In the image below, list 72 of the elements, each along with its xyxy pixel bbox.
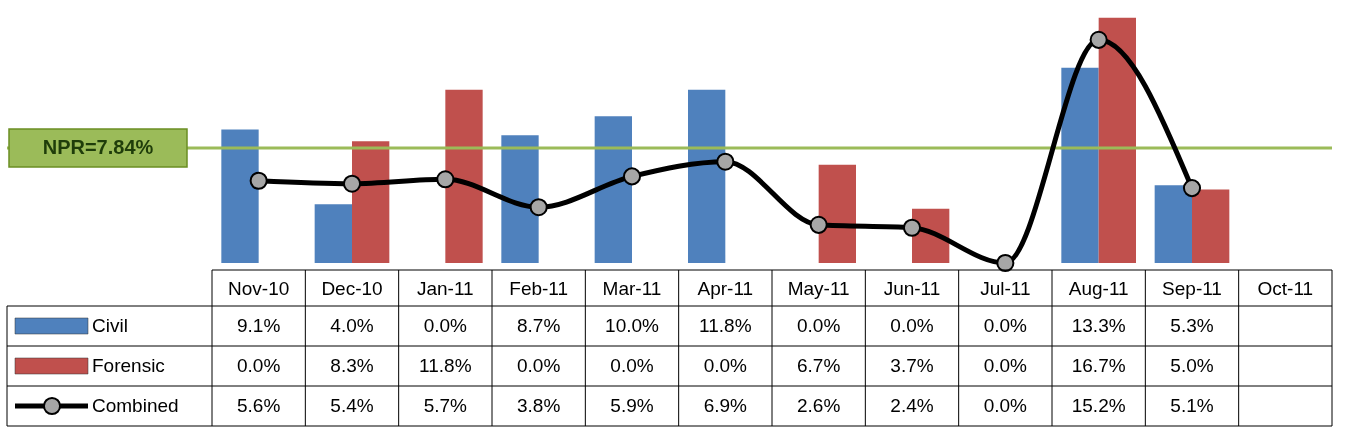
point: [902, 218, 922, 237]
point: [716, 152, 735, 171]
data-label: 11.8%: [419, 355, 472, 376]
legend-label: Civil: [92, 315, 128, 336]
data-label: 11.8%: [699, 315, 752, 336]
bar: [314, 204, 352, 263]
bar: [445, 89, 483, 263]
data-label: 6.9%: [703, 395, 748, 416]
data-label: 5.6%: [237, 395, 281, 416]
data-label: 0.0%: [423, 315, 468, 336]
point: [809, 215, 828, 234]
bar: [221, 129, 259, 263]
x-tick-label: Dec-10: [321, 277, 383, 299]
data-label: 5.0%: [1170, 355, 1214, 376]
data-label: 8.3%: [330, 355, 374, 376]
data-label: 2.4%: [890, 395, 934, 416]
x-tick-label: Jan-11: [416, 277, 474, 299]
data-label: 16.7%: [1071, 355, 1126, 376]
data-label: 0.0%: [517, 355, 561, 376]
bar: [352, 141, 390, 263]
x-tick-label: Nov-10: [228, 277, 290, 299]
bar: [688, 89, 726, 263]
point: [529, 198, 548, 217]
bar: [1061, 67, 1099, 263]
point: [1182, 179, 1202, 198]
ref-line-label: NPR=7.84%: [42, 135, 154, 158]
x-tick-label: Aug-11: [1068, 277, 1129, 299]
data-label: 0.0%: [703, 355, 748, 376]
legend-label: Forensic: [92, 355, 165, 376]
bar: [1098, 17, 1136, 263]
data-label: 0.0%: [890, 315, 934, 336]
point: [622, 167, 642, 186]
data-label: 4.0%: [330, 315, 374, 336]
data-label: 5.1%: [1170, 395, 1214, 416]
data-label: 0.0%: [983, 315, 1028, 336]
data-label: 3.8%: [517, 395, 561, 416]
x-tick-label: Sep-11: [1162, 277, 1222, 299]
data-label: 5.7%: [423, 395, 468, 416]
data-label: 13.3%: [1071, 315, 1126, 336]
data-label: 6.7%: [797, 355, 841, 376]
data-label: 0.0%: [983, 355, 1028, 376]
bar: [501, 135, 539, 263]
data-label: 3.7%: [890, 355, 934, 376]
x-tick-label: May-11: [787, 277, 850, 299]
legend-label: Combined: [92, 395, 179, 416]
data-label: 10.0%: [605, 315, 660, 336]
data-label: 5.4%: [330, 395, 374, 416]
bar: [1192, 189, 1230, 263]
data-label: 2.6%: [797, 395, 841, 416]
data-label: 0.0%: [237, 355, 281, 376]
x-tick-label: Jun-11: [883, 277, 941, 299]
point: [1089, 30, 1108, 49]
bar: [1154, 185, 1192, 263]
data-label: 0.0%: [610, 355, 654, 376]
point: [342, 174, 362, 193]
data-label: 5.9%: [610, 395, 654, 416]
bar: [594, 116, 632, 263]
point: [996, 253, 1015, 273]
x-tick-label: Mar-11: [602, 277, 662, 299]
x-tick-label: Jul-11: [980, 277, 1031, 299]
x-tick-label: Feb-11: [509, 277, 569, 299]
data-label: 15.2%: [1071, 395, 1126, 416]
point: [436, 170, 455, 189]
data-label: 9.1%: [237, 315, 281, 336]
point: [249, 171, 268, 190]
bar: [818, 164, 856, 263]
x-tick-label: Oct-11: [1257, 277, 1314, 299]
x-tick-label: Apr-11: [697, 277, 754, 299]
data-label: 8.7%: [517, 315, 561, 336]
data-label: 5.3%: [1170, 315, 1214, 336]
data-label: 0.0%: [983, 395, 1028, 416]
data-label: 0.0%: [797, 315, 841, 336]
